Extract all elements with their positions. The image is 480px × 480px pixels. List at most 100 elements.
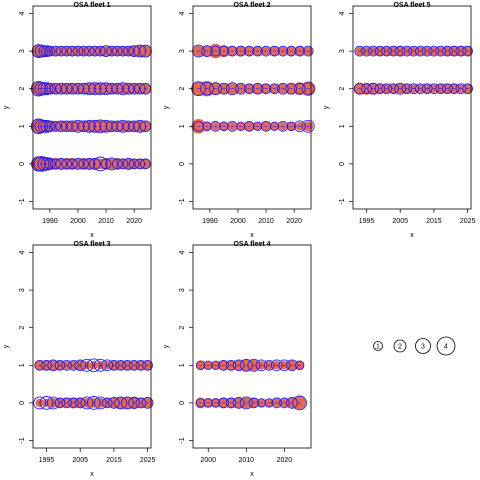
positive-residual-point — [239, 396, 253, 410]
panel-title: OSA fleet 5 — [393, 2, 430, 9]
plot-frame — [192, 5, 312, 210]
positive-residual-point — [354, 45, 366, 57]
positive-residual-point — [260, 120, 272, 132]
positive-residual-point — [408, 45, 420, 57]
positive-residual-point — [108, 359, 120, 371]
positive-residual-point — [193, 120, 204, 132]
x-axis-label: x — [410, 232, 414, 239]
positive-residual-point — [68, 397, 79, 409]
positive-residual-point — [195, 398, 206, 408]
positive-residual-point — [361, 83, 372, 95]
y-tick-label: 2 — [179, 326, 186, 330]
y-tick-label: 3 — [19, 49, 26, 53]
positive-residual-point — [252, 45, 263, 57]
x-tick-label: 2005 — [72, 457, 88, 464]
y-tick-label: 2 — [339, 87, 346, 91]
positive-residual-point — [209, 82, 222, 96]
y-tick-label: -1 — [19, 437, 26, 443]
x-tick-label: 2005 — [392, 218, 408, 225]
positive-residual-point — [294, 360, 305, 370]
positive-residual-point — [218, 45, 230, 57]
legend-label: 4 — [444, 344, 448, 351]
positive-residual-point — [201, 45, 213, 57]
positive-residual-point — [428, 83, 440, 95]
x-tick-label: 1990 — [42, 218, 58, 225]
y-tick-label: 0 — [179, 401, 186, 405]
positive-residual-point — [195, 360, 206, 370]
positive-residual-point — [243, 120, 255, 132]
x-tick-label: 2000 — [200, 457, 216, 464]
positive-residual-point — [367, 45, 379, 57]
positive-residual-point — [115, 359, 127, 371]
y-tick-label: -1 — [19, 198, 26, 204]
positive-residual-point — [203, 360, 213, 370]
positive-residual-point — [421, 45, 433, 57]
positive-residual-point — [247, 358, 261, 372]
positive-residual-point — [381, 45, 393, 57]
positive-residual-point — [435, 83, 447, 95]
positive-residual-point — [256, 398, 267, 408]
positive-residual-point — [235, 45, 247, 57]
x-tick-label: 2015 — [106, 457, 122, 464]
positive-residual-point — [421, 83, 433, 95]
positive-residual-point — [455, 45, 467, 57]
positive-residual-point — [269, 121, 280, 131]
y-tick-label: 0 — [339, 162, 346, 166]
y-tick-label: 2 — [19, 87, 26, 91]
positive-residual-point — [269, 83, 280, 95]
positive-residual-point — [293, 82, 306, 95]
y-tick-label: 4 — [339, 11, 346, 15]
positive-residual-point — [218, 397, 229, 409]
x-tick-label: 2000 — [230, 218, 246, 225]
positive-residual-point — [435, 45, 447, 57]
panel-4: OSA fleet 3 1995 2005 2015 2025 -1 0 1 2 3 4 x y — [3, 241, 156, 478]
positive-residual-point — [74, 397, 86, 409]
positive-residual-point — [278, 359, 291, 372]
y-tick-label: 3 — [19, 288, 26, 292]
x-tick-label: 1990 — [202, 218, 218, 225]
y-tick-label: -1 — [339, 198, 346, 204]
positive-residual-point — [219, 121, 229, 131]
positive-residual-point — [234, 82, 247, 95]
positive-residual-point — [200, 81, 214, 96]
legend-label: 2 — [398, 344, 402, 351]
y-tick-label: 3 — [339, 49, 346, 53]
positive-residual-point — [286, 121, 296, 131]
y-tick-label: 4 — [19, 11, 26, 15]
positive-residual-point — [401, 45, 413, 57]
positive-residual-point — [285, 45, 297, 57]
panel-title: OSA fleet 3 — [73, 241, 110, 248]
positive-residual-point — [277, 45, 289, 57]
panel-title: OSA fleet 2 — [233, 2, 270, 9]
panel-title: OSA fleet 4 — [233, 241, 270, 248]
positive-residual-point — [211, 360, 221, 370]
y-tick-label: 1 — [19, 124, 26, 128]
y-tick-label: -1 — [179, 437, 186, 443]
positive-residual-point — [388, 45, 399, 57]
positive-residual-point — [442, 83, 453, 95]
positive-residual-point — [448, 45, 460, 57]
positive-residual-point — [271, 397, 283, 409]
x-tick-label: 2010 — [98, 218, 114, 225]
positive-residual-point — [277, 120, 289, 132]
positive-residual-point — [68, 359, 79, 371]
y-tick-label: 0 — [19, 401, 26, 405]
positive-residual-point — [279, 397, 290, 409]
x-axis-label: x — [250, 232, 254, 239]
positive-residual-point — [239, 358, 253, 372]
y-tick-label: 1 — [339, 124, 346, 128]
y-tick-label: 1 — [179, 124, 186, 128]
positive-residual-point — [101, 397, 113, 409]
x-tick-label: 2020 — [277, 457, 293, 464]
positive-residual-point — [225, 397, 237, 409]
positive-residual-point — [202, 121, 212, 131]
legend-bubble — [373, 341, 383, 351]
x-axis-label: x — [90, 471, 94, 478]
positive-residual-point — [260, 45, 272, 57]
positive-residual-point — [210, 120, 221, 132]
positive-residual-point — [415, 83, 426, 95]
positive-residual-point — [41, 45, 53, 57]
plot-frame — [352, 5, 472, 210]
y-tick-label: 1 — [19, 363, 26, 367]
plot-frame — [32, 244, 152, 449]
